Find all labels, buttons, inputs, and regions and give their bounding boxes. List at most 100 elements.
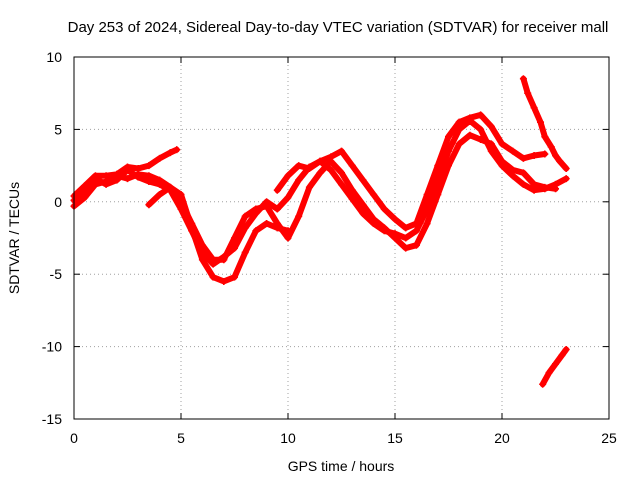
data-point (487, 123, 495, 131)
x-tick-label: 10 (280, 430, 296, 446)
data-point (316, 157, 324, 165)
data-point (327, 153, 335, 161)
data-point (348, 195, 356, 203)
data-point (273, 205, 281, 213)
data-point (487, 140, 495, 148)
data-point (423, 191, 431, 199)
data-point (537, 118, 545, 126)
data-point (455, 140, 463, 148)
data-point (359, 176, 367, 184)
x-tick-labels: 0 5 10 15 20 25 (70, 430, 617, 446)
plot-area-border (73, 56, 610, 420)
data-point (380, 224, 388, 232)
data-point (263, 220, 271, 228)
data-point (209, 273, 217, 281)
y-tick-label: -10 (42, 339, 62, 355)
data-point (263, 202, 271, 210)
data-point (402, 244, 410, 252)
data-point (519, 75, 527, 83)
data-point (241, 212, 249, 220)
data-point (519, 169, 527, 177)
data-point (380, 205, 388, 213)
y-tick-label: 0 (54, 194, 62, 210)
data-point (102, 172, 110, 180)
data-point (338, 169, 345, 177)
data-point (412, 227, 420, 235)
data-point (423, 220, 431, 228)
y-tick-label: 5 (54, 121, 62, 137)
data-point (402, 234, 410, 242)
data-point (166, 183, 174, 191)
x-tick-label: 15 (387, 430, 403, 446)
data-point (305, 183, 313, 191)
x-axis-label: GPS time / hours (288, 458, 395, 474)
data-point (145, 172, 153, 180)
series-trace-f (519, 75, 570, 172)
data-point (556, 157, 564, 165)
series-trace-g (539, 345, 570, 388)
data-point (370, 191, 378, 199)
data-point (455, 118, 463, 126)
data-point (177, 191, 185, 199)
data-point (530, 180, 538, 188)
y-tick-label: -5 (50, 266, 63, 282)
data-point (338, 147, 345, 155)
x-tick-label: 5 (177, 430, 185, 446)
data-point (391, 234, 399, 242)
data-point (173, 146, 181, 154)
data-point (552, 151, 559, 159)
data-point (562, 345, 570, 353)
data-point (91, 172, 99, 180)
data-point (466, 114, 474, 122)
data-point (477, 111, 485, 119)
data-point (295, 162, 303, 170)
data-point (530, 104, 538, 112)
data-point (284, 234, 292, 242)
data-point (295, 176, 303, 184)
data-point (402, 224, 410, 232)
data-point (81, 193, 89, 201)
data-point (113, 170, 121, 178)
data-point (220, 277, 228, 285)
data-point (305, 164, 313, 172)
y-tick-label: -15 (42, 411, 62, 427)
data-point (466, 131, 474, 139)
series-line (71, 132, 559, 263)
data-point (156, 176, 164, 184)
data-point (524, 89, 532, 97)
data-point (519, 154, 527, 162)
x-tick-label: 0 (70, 430, 78, 446)
y-tick-label: 10 (46, 49, 62, 65)
data-point (391, 215, 399, 223)
series-trace-d (145, 183, 292, 285)
data-point (359, 209, 367, 217)
data-point (188, 224, 196, 232)
data-point (209, 256, 217, 264)
data-point (284, 172, 292, 180)
chart-title: Day 253 of 2024, Sidereal Day-to-day VTE… (68, 19, 609, 36)
series-line (145, 184, 291, 285)
data-point (434, 162, 442, 170)
data-point (498, 140, 506, 148)
data-point (156, 154, 164, 162)
data-point (539, 380, 547, 388)
data-point (91, 180, 99, 188)
data-point (541, 150, 549, 158)
data-point (241, 224, 249, 232)
data-point (156, 191, 164, 199)
data-point (231, 273, 238, 281)
data-point (477, 136, 485, 144)
data-point (477, 125, 485, 133)
data-point (359, 201, 367, 209)
data-point (541, 133, 549, 141)
series-trace-e (273, 111, 549, 232)
series-trace-c (70, 146, 181, 200)
data-point (81, 182, 89, 190)
data-point (541, 183, 549, 191)
data-point (295, 212, 303, 220)
data-point (509, 147, 517, 155)
data-point (530, 151, 538, 159)
data-point (434, 191, 442, 199)
